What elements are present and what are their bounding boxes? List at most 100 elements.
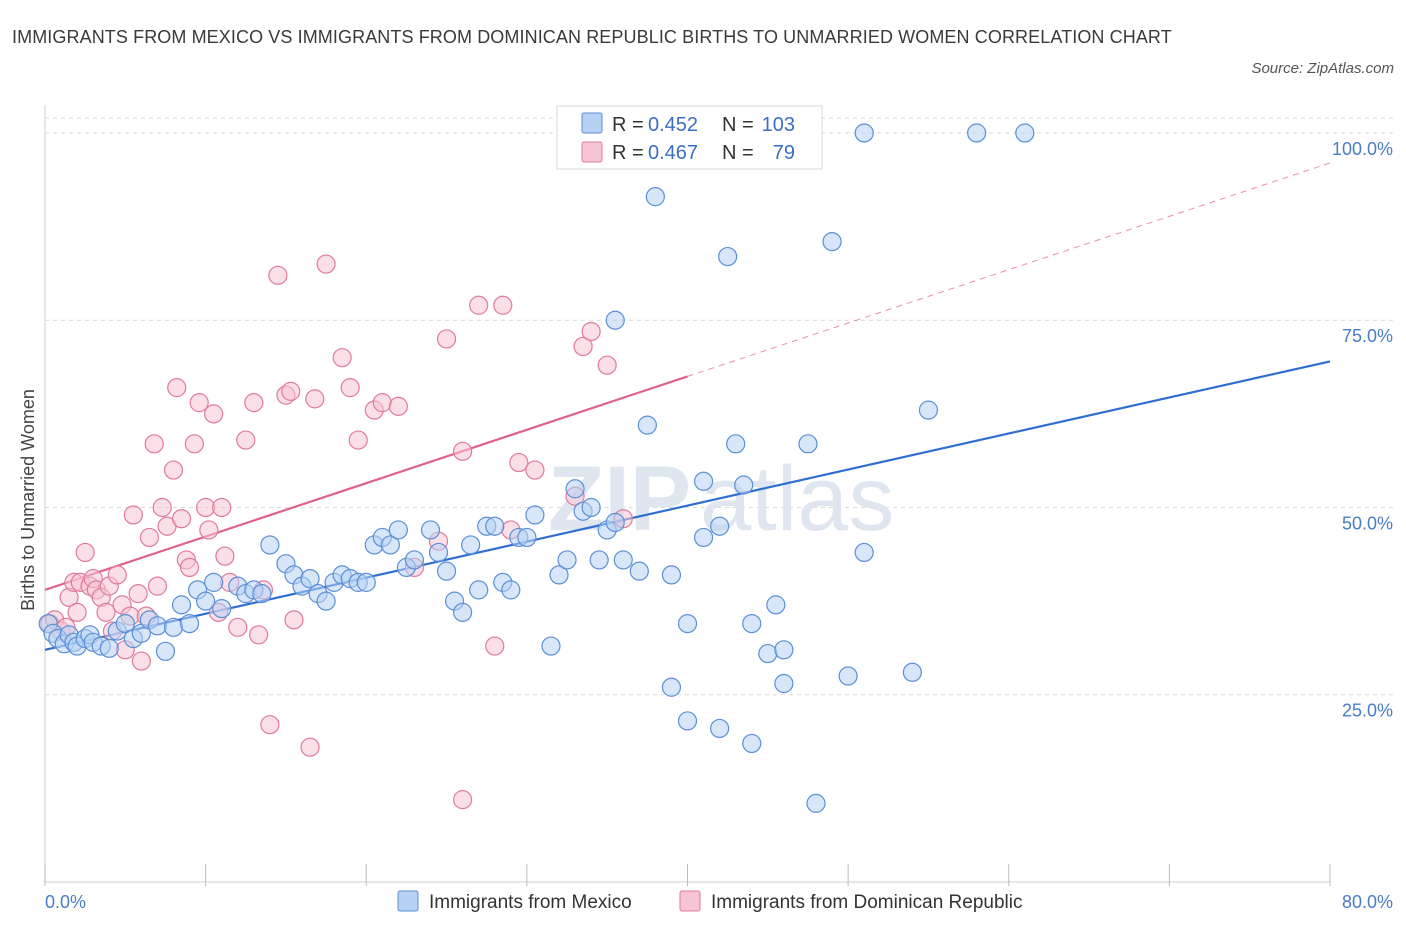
point-mexico-101 <box>967 123 987 143</box>
point-mexico-61 <box>525 505 545 525</box>
point-mexico-86 <box>734 475 754 495</box>
x-tick-label-min: 0.0% <box>45 892 86 912</box>
point-mexico-88 <box>742 613 762 634</box>
point-mexico-77 <box>661 565 682 585</box>
point-dominican-31 <box>171 509 192 529</box>
point-mexico-29 <box>252 584 272 604</box>
point-mexico-19 <box>163 617 184 637</box>
point-mexico-58 <box>501 580 521 600</box>
y-tick-label-100: 100.0% <box>1332 139 1393 159</box>
point-dominican-27 <box>152 497 172 518</box>
point-mexico-48 <box>420 520 441 540</box>
point-dominican-6 <box>67 602 87 622</box>
legend-n-value-dominican: 79 <box>773 142 795 164</box>
point-mexico-72 <box>613 550 633 570</box>
point-mexico-52 <box>453 602 473 622</box>
point-dominican-35 <box>189 393 209 413</box>
point-mexico-63 <box>549 565 569 585</box>
point-dominican-67 <box>469 295 489 315</box>
watermark-atlas: atlas <box>700 448 894 550</box>
point-mexico-65 <box>565 479 585 499</box>
point-mexico-64 <box>557 550 577 570</box>
point-mexico-80 <box>693 527 714 548</box>
point-dominican-51 <box>281 381 301 401</box>
point-dominican-69 <box>493 295 513 315</box>
y-tick-label-25: 25.0% <box>1342 701 1393 721</box>
legend-swatch-dominican <box>581 141 603 163</box>
point-mexico-21 <box>179 613 200 634</box>
point-dominican-43 <box>228 617 248 637</box>
point-mexico-85 <box>726 434 746 454</box>
point-mexico-75 <box>645 187 665 207</box>
point-mexico-56 <box>485 516 505 536</box>
legend-n-label-dominican: N = <box>722 142 754 164</box>
point-mexico-91 <box>774 673 794 694</box>
point-dominican-13 <box>96 602 116 622</box>
point-mexico-68 <box>589 550 609 570</box>
point-mexico-60 <box>517 527 537 548</box>
bottom-legend-swatch-dominican <box>679 890 701 912</box>
point-dominican-71 <box>509 452 529 473</box>
bottom-legend-swatch-mexico <box>397 890 419 912</box>
point-dominican-38 <box>204 404 224 424</box>
point-mexico-95 <box>822 231 842 252</box>
legend-r-label-dominican: R = <box>612 142 644 164</box>
point-dominican-52 <box>284 610 304 630</box>
point-dominican-72 <box>525 460 545 480</box>
point-dominican-22 <box>131 651 151 671</box>
y-tick-labels: 25.0% 50.0% 75.0% 100.0% <box>1332 139 1393 721</box>
legend-r-value-mexico: 0.452 <box>648 114 698 136</box>
point-dominican-21 <box>128 584 148 604</box>
data-points <box>38 123 1035 813</box>
legend-n-value-mexico: 103 <box>762 114 795 136</box>
point-dominican-57 <box>340 378 360 398</box>
point-dominican-54 <box>305 389 325 409</box>
point-mexico-96 <box>838 666 858 686</box>
point-mexico-70 <box>605 512 625 533</box>
point-dominican-34 <box>184 434 204 454</box>
point-mexico-44 <box>380 535 400 555</box>
point-mexico-18 <box>155 641 176 661</box>
point-mexico-67 <box>581 497 601 518</box>
point-dominican-74 <box>573 336 593 357</box>
legend-swatch-mexico <box>581 112 603 134</box>
point-mexico-74 <box>637 415 657 435</box>
trend-line-mexico <box>44 360 1331 651</box>
point-mexico-92 <box>774 640 794 660</box>
point-dominican-8 <box>75 542 95 563</box>
point-mexico-87 <box>742 733 762 754</box>
x-axis-ticks <box>44 864 1331 886</box>
x-tick-label-max: 80.0% <box>1342 892 1393 912</box>
point-mexico-97 <box>854 123 874 143</box>
y-tick-label-75: 75.0% <box>1342 326 1393 346</box>
point-dominican-48 <box>260 715 280 735</box>
point-dominican-25 <box>144 434 164 454</box>
trend-extension-dominican <box>687 162 1331 377</box>
point-dominican-61 <box>388 396 408 416</box>
point-mexico-79 <box>677 613 698 634</box>
bottom-legend-label-dominican: Immigrants from Dominican Republic <box>711 892 1023 913</box>
y-axis-label: Births to Unmarried Women <box>18 389 38 611</box>
point-dominican-45 <box>244 393 264 413</box>
point-mexico-54 <box>469 580 489 600</box>
point-mexico-90 <box>766 595 786 615</box>
series-legend: Immigrants from Mexico Immigrants from D… <box>397 890 1023 913</box>
chart-title: IMMIGRANTS FROM MEXICO VS IMMIGRANTS FRO… <box>12 27 1172 47</box>
point-mexico-45 <box>388 520 408 540</box>
stats-legend: R = 0.452 N = 103 R = 0.467 N = 79 <box>556 105 823 170</box>
point-mexico-62 <box>541 636 561 656</box>
point-dominican-33 <box>179 557 200 578</box>
point-mexico-11 <box>99 638 119 658</box>
point-dominican-75 <box>581 321 601 342</box>
point-mexico-71 <box>605 310 625 330</box>
point-mexico-53 <box>461 535 481 555</box>
point-dominican-44 <box>236 430 256 450</box>
point-mexico-25 <box>212 599 232 619</box>
point-mexico-78 <box>677 711 698 731</box>
point-mexico-93 <box>798 434 818 454</box>
point-mexico-73 <box>629 561 649 581</box>
point-mexico-94 <box>806 793 826 813</box>
point-dominican-40 <box>212 497 232 518</box>
point-mexico-89 <box>758 643 778 664</box>
